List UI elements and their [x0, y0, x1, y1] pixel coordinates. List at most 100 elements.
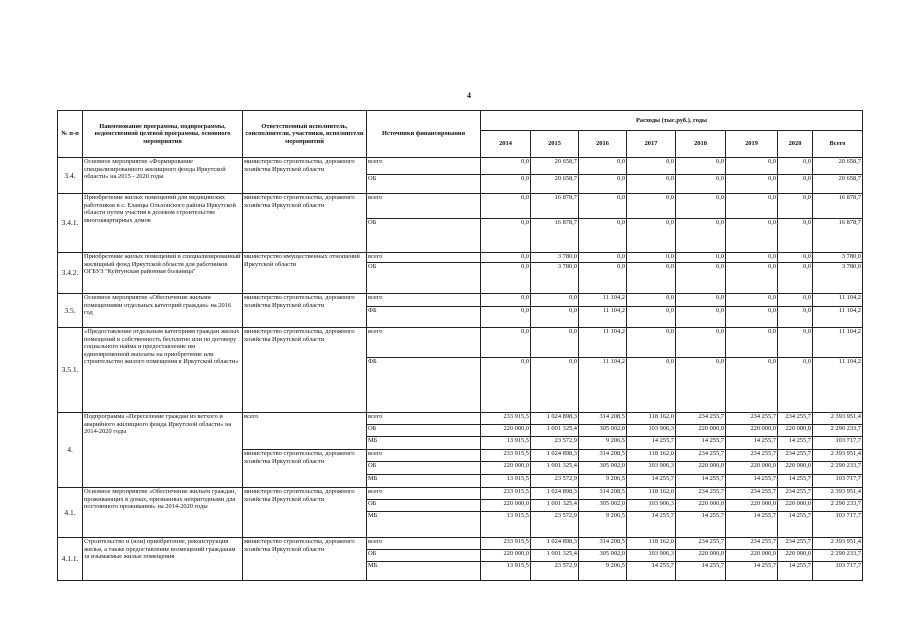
expense-value: 0,0	[626, 327, 676, 358]
expense-value: 13 915,5	[480, 474, 531, 488]
table-row: 3.5.1. «Предоставление отдельным категори…	[57, 327, 863, 413]
funding-source: МБ	[366, 561, 481, 581]
expense-value: 14 255,7	[777, 511, 813, 538]
expense-value: 0,0	[626, 262, 676, 294]
expense-value: 0,0	[675, 357, 726, 413]
expense-value: 0,0	[626, 306, 676, 328]
table-row: 4. Подпрограмма «Переселение граждан из в…	[57, 412, 863, 488]
expense-value: 20 658,7	[812, 157, 863, 175]
header-year: Всего	[812, 130, 863, 158]
expense-value: 0,0	[777, 218, 813, 253]
expense-value: 0,0	[626, 193, 676, 219]
responsible-executor: министерство строительства, дорожного хо…	[242, 157, 367, 194]
funding-source: всего	[366, 487, 481, 500]
expense-value: 220 000,0	[725, 549, 778, 562]
responsible-executor: министерство строительства, дорожного хо…	[242, 449, 367, 488]
expense-value: 0,0	[480, 252, 531, 263]
expense-value: 2 290 233,7	[812, 499, 863, 512]
expense-value: 23 572,9	[530, 474, 579, 488]
row-number: 4.1.1.	[57, 537, 83, 581]
expense-value: 234 255,7	[725, 537, 778, 550]
table-row: МБ 13 915,5 23 572,9 9 206,5 14 255,7 14 255,…	[58, 511, 863, 538]
expense-value: 0,0	[725, 357, 778, 413]
funding-source: ОБ	[366, 262, 481, 294]
expense-value: 14 255,7	[626, 474, 676, 488]
responsible-executor: министерство строительства, дорожного хо…	[242, 193, 367, 253]
expense-value: 0,0	[626, 157, 676, 175]
expense-value: 1 024 898,3	[530, 449, 579, 462]
expense-value: 0,0	[626, 252, 676, 263]
expense-value: 234 255,7	[725, 449, 778, 462]
expense-value: 314 208,5	[578, 487, 627, 500]
expense-value: 0,0	[578, 218, 627, 253]
expense-value: 233 915,5	[480, 487, 531, 500]
expense-value: 0,0	[480, 327, 531, 358]
expense-value: 11 104,2	[578, 357, 627, 413]
expense-value: 0,0	[777, 157, 813, 175]
row-name: Строительство и (или) приобретение, реко…	[82, 537, 243, 581]
expense-value: 0,0	[578, 262, 627, 294]
expense-value: 220 000,0	[675, 549, 726, 562]
expense-value: 14 255,7	[675, 436, 726, 450]
table-row: 3.5. Основное мероприятие «Обеспечение жи…	[57, 293, 863, 328]
expense-value: 0,0	[777, 357, 813, 413]
expense-value: 2 290 233,7	[812, 424, 863, 437]
expense-value: 14 255,7	[777, 436, 813, 450]
expense-value: 0,0	[530, 327, 579, 358]
funding-source: всего	[366, 537, 481, 550]
expense-value: 0,0	[480, 157, 531, 175]
expenses-table: № п-п Наименование программы, подпрограм…	[57, 110, 863, 581]
expense-value: 0,0	[480, 262, 531, 294]
expense-value: 1 001 325,4	[530, 549, 579, 562]
expense-value: 3 780,0	[812, 262, 863, 294]
expense-value: 2 393 951,4	[812, 449, 863, 462]
header-year: 2015	[530, 130, 579, 158]
expense-value: 0,0	[675, 218, 726, 253]
expense-value: 314 208,5	[578, 412, 627, 425]
expense-value: 305 002,0	[578, 461, 627, 475]
funding-source: ОБ	[366, 461, 481, 475]
expense-value: 220 000,0	[777, 461, 813, 475]
expense-value: 0,0	[675, 174, 726, 194]
expense-value: 103 906,3	[626, 461, 676, 475]
expense-value: 234 255,7	[675, 537, 726, 550]
expense-value: 0,0	[725, 157, 778, 175]
table-row: 4.1. Основное мероприятие «Обеспечение жи…	[57, 487, 863, 538]
expense-value: 220 000,0	[675, 499, 726, 512]
expense-value: 305 002,0	[578, 549, 627, 562]
row-name: Подпрограмма «Переселение граждан из вет…	[82, 412, 243, 488]
row-name: Основное мероприятие «Обеспечение жильми…	[82, 293, 243, 328]
table-row: 3.4.2. Приобретение жилых помещений в спе…	[57, 252, 863, 294]
header-year: 2017	[626, 130, 676, 158]
expense-value: 14 255,7	[725, 474, 778, 488]
expense-value: 1 024 898,3	[530, 537, 579, 550]
expense-value: 16 878,7	[812, 193, 863, 219]
table-row: МБ 13 915,5 23 572,9 9 206,5 14 255,7 14 255,…	[58, 561, 863, 581]
row-name: Приобретение жилых помещений для медицин…	[82, 193, 243, 253]
expense-value: 0,0	[725, 306, 778, 328]
expense-value: 0,0	[480, 293, 531, 307]
expense-value: 0,0	[480, 306, 531, 328]
expense-value: 14 255,7	[626, 436, 676, 450]
header-name: Наименование программы, подпрограммы, ве…	[82, 110, 243, 158]
expense-value: 234 255,7	[675, 487, 726, 500]
expense-value: 118 162,0	[626, 537, 676, 550]
expense-value: 0,0	[725, 262, 778, 294]
expense-value: 0,0	[480, 218, 531, 253]
funding-source: ОБ	[366, 549, 481, 562]
expense-value: 220 000,0	[480, 549, 531, 562]
expense-value: 220 000,0	[675, 461, 726, 475]
expense-value: 0,0	[675, 262, 726, 294]
table-row: 4.1.1. Строительство и (или) приобретение…	[57, 537, 863, 581]
table-row: ОБ 220 000,0 1 001 325,4 305 002,0 103 906,3…	[58, 461, 863, 475]
row-name: Приобретение жилых помещений в специализ…	[82, 252, 243, 294]
expense-value: 14 255,7	[626, 561, 676, 581]
expense-value: 9 206,5	[578, 436, 627, 450]
table-row: МБ 13 915,5 23 572,9 9 206,5 14 255,7 14 255,…	[58, 474, 863, 488]
expense-value: 16 878,7	[530, 193, 579, 219]
table-row: ОБ 220 000,0 1 001 325,4 305 002,0 103 906,3…	[58, 499, 863, 512]
expense-value: 234 255,7	[675, 412, 726, 425]
expense-value: 14 255,7	[777, 474, 813, 488]
funding-source: МБ	[366, 474, 481, 488]
header-year: 2014	[480, 130, 531, 158]
